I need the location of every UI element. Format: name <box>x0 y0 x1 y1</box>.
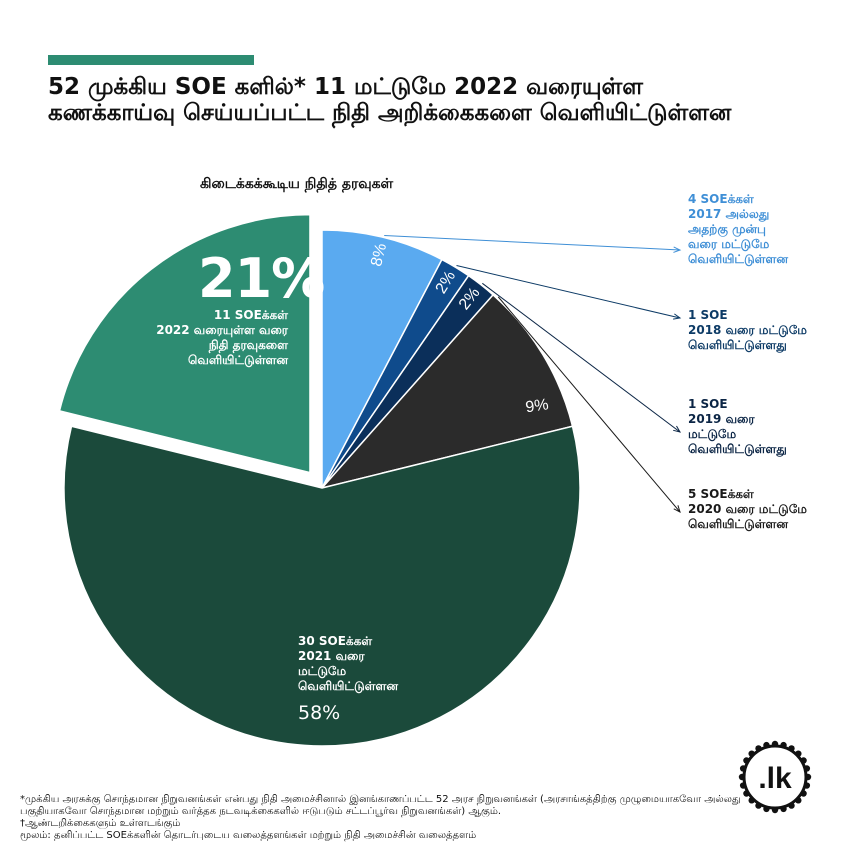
slice-2020 <box>319 293 574 490</box>
callout-2018-line-0: 1 SOE <box>688 308 728 322</box>
slice-2021-line-2: மட்டுமே <box>298 664 347 678</box>
callout-2018-line-1: 2018 வரை மட்டுமே <box>688 323 807 337</box>
slice-2022-line-2: நிதி தரவுகளை <box>208 338 288 352</box>
callout-2017-line-4: வெளியிட்டுள்ளன <box>688 252 788 266</box>
callout-2020-line-1: 2020 வரை மட்டுமே <box>688 502 807 516</box>
footnotes: *முக்கிய அரசுக்கு சொந்தமான நிறுவனங்கள் எ… <box>20 794 790 842</box>
callout-2018: 1 SOE 2018 வரை மட்டுமே வெளியிட்டுள்ளது <box>688 308 807 353</box>
slice-2020-leader-line <box>497 296 681 513</box>
slice-2021-percent: 58% <box>298 702 341 724</box>
callout-2020-line-0: 5 SOEக்கள் <box>688 487 754 501</box>
callout-2018-line-2: வெளியிட்டுள்ளது <box>688 338 787 352</box>
footnote-annual-reports: †ஆண்டறிக்கைகளும் உள்ளடங்கும் <box>20 818 181 829</box>
footnote-main: *முக்கிய அரசுக்கு சொந்தமான நிறுவனங்கள் எ… <box>20 794 741 817</box>
slice-2017-percent: 8% <box>368 242 390 269</box>
slice-2017-leader-arrow <box>673 246 682 253</box>
callout-2019-line-1: 2019 வரை <box>688 412 755 426</box>
slice-2022 <box>58 213 311 474</box>
slice-2022-line-1: 2022 வரையுள்ள வரை <box>156 323 288 337</box>
slice-2022-line-3: வெளியிட்டுள்ளன <box>188 353 288 367</box>
logo-text: .lk <box>758 762 792 795</box>
slice-2020-percent: 9% <box>524 396 549 416</box>
callout-2019-line-0: 1 SOE <box>688 397 728 411</box>
slice-2021-label: 30 SOEக்கள் 2021 வரை மட்டுமே வெளியிட்டுள… <box>298 634 498 724</box>
callout-2017-line-3: வரை மட்டுமே <box>688 237 770 251</box>
lk-logo: .lk <box>738 740 812 814</box>
callout-2017: 4 SOEக்கள் 2017 அல்லது அதற்கு முன்பு வரை… <box>688 192 788 267</box>
accent-bar <box>48 55 254 65</box>
slice-2017-leader-line <box>384 235 681 251</box>
slice-2022-percent: 21% <box>198 247 325 310</box>
slice-2018-leader-line <box>456 265 681 319</box>
slice-2021-line-1: 2021 வரை <box>298 649 365 663</box>
callout-2019: 1 SOE 2019 வரை மட்டுமே வெளியிட்டுள்ளது <box>688 397 787 457</box>
slice-2020-leader-arrow <box>673 505 681 513</box>
slice-2019-leader-arrow <box>673 425 682 433</box>
chart-title: கிடைக்கக்கூடிய நிதித் தரவுகள் <box>200 176 394 192</box>
slice-2017 <box>321 229 443 489</box>
callout-2019-line-3: வெளியிட்டுள்ளது <box>688 442 787 456</box>
slice-2021-line-3: வெளியிட்டுள்ளன <box>298 679 398 693</box>
callout-2017-line-2: அதற்கு முன்பு <box>688 222 766 236</box>
slice-2021-line-0: 30 SOEக்கள் <box>298 634 373 648</box>
footnote-source: மூலம்: தனிப்பட்ட SOEக்களின் தொடர்புடைய வ… <box>20 830 477 841</box>
slice-2019-leader-line <box>482 282 681 433</box>
callout-2017-line-0: 4 SOEக்கள் <box>688 192 754 206</box>
slice-2022-label: 21% 11 SOEக்கள் 2022 வரையுள்ள வரை நிதி த… <box>120 247 325 368</box>
callout-2020-line-2: வெளியிட்டுள்ளன <box>688 517 788 531</box>
callout-2019-line-2: மட்டுமே <box>688 427 737 441</box>
callout-2020: 5 SOEக்கள் 2020 வரை மட்டுமே வெளியிட்டுள்… <box>688 487 807 532</box>
slice-2018-leader-arrow <box>673 313 682 320</box>
slice-2021 <box>63 425 581 747</box>
slice-2022-line-0: 11 SOEக்கள் <box>213 308 288 322</box>
callout-2017-line-1: 2017 அல்லது <box>688 207 770 221</box>
page-title: 52 முக்கிய SOE களில்* 11 மட்டுமே 2022 வர… <box>48 74 732 126</box>
